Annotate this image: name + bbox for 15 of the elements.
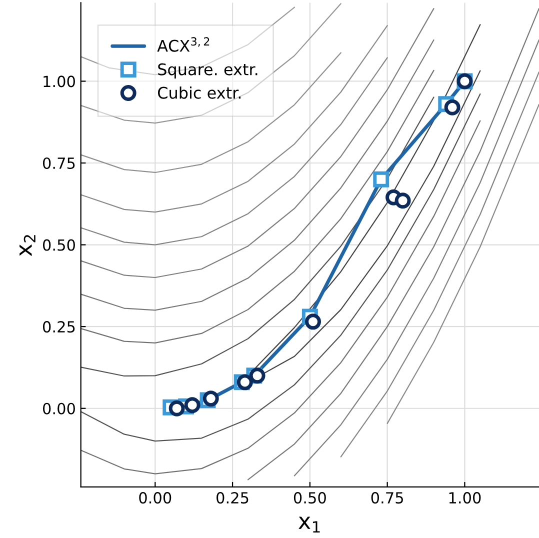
y-tick-label: 1.00 bbox=[44, 76, 75, 88]
y-tick-label: 0.25 bbox=[42, 321, 75, 333]
x-tick-label: 0.00 bbox=[139, 492, 172, 504]
legend-label: Cubic extr. bbox=[158, 86, 241, 99]
y-tick-label: 0.00 bbox=[42, 402, 75, 414]
y-axis-title: x$_{2}$ bbox=[20, 235, 36, 256]
x-axis-title: x$_{1}$ bbox=[298, 516, 320, 533]
y-tick-label: 0.50 bbox=[42, 239, 75, 251]
x-tick-label: 0.50 bbox=[294, 492, 326, 504]
legend-label: Square. extr. bbox=[158, 63, 258, 78]
x-tick-label: 0.75 bbox=[371, 492, 403, 504]
y-tick-label: 0.75 bbox=[42, 157, 75, 170]
x-tick-label: 0.25 bbox=[216, 492, 248, 504]
legend-label: ACX$^{3,2}$ bbox=[157, 37, 210, 52]
x-tick-label: 1.00 bbox=[449, 492, 481, 504]
